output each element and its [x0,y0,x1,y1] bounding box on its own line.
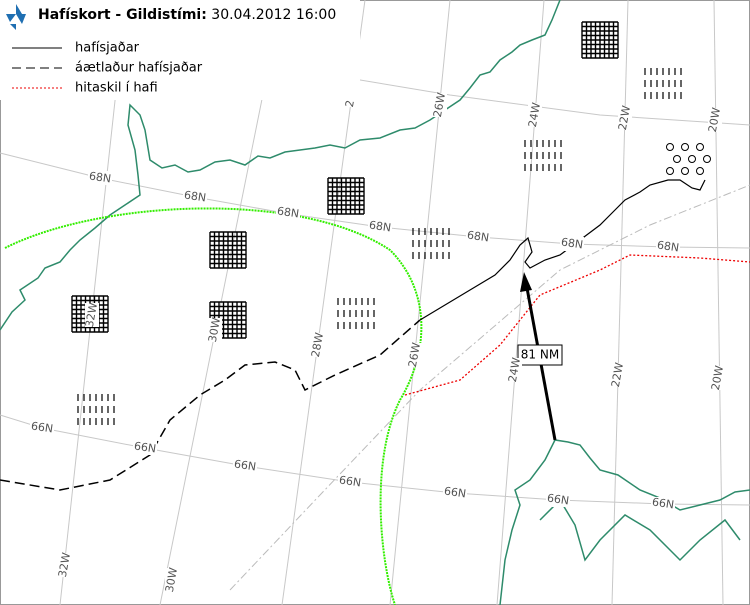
header-title: Hafískort - Gildistími: [38,7,207,23]
longitude-label: 24W [506,356,523,383]
label-bg [443,486,467,500]
dash-dot-line [229,184,750,591]
label-bg [433,93,447,117]
legend-label: hitaskil í hafi [75,81,158,96]
label-bg [408,343,422,367]
valid-time: 30.04.2012 16:00 [211,7,336,23]
longitude-label: 20W [709,364,726,391]
longitude-label: 24W [526,101,543,128]
floe-circle [681,167,689,175]
label-bg [618,106,632,130]
label-bg [88,171,112,185]
label-bg [466,230,490,244]
label-bg [133,441,157,455]
label-bg [651,497,675,511]
latitude-label: 68N [183,189,207,205]
floe-circle [696,167,704,175]
label-bg [233,459,257,473]
floe-circle [673,155,681,163]
label-bg [311,333,325,357]
ice-edge-green [4,207,423,605]
parallel [299,69,750,126]
label-bg [611,363,625,387]
latitude-label: 68N [368,219,392,235]
label-bg [560,237,584,251]
logo [6,4,26,30]
meridian [713,0,724,605]
coastline-iceland [499,439,750,605]
label-bg [183,190,207,204]
latitude-label: 66N [133,440,157,456]
floe-circle [666,143,674,151]
floe-circle [688,155,696,163]
latitude-label: 66N [651,496,675,512]
arrow-head [520,272,532,292]
distance-label: 81 NM [521,348,559,362]
latitude-label: 68N [560,236,584,252]
longitude-label: 30W [206,316,223,343]
label-bg [338,475,362,489]
label-bg [708,108,722,132]
latitude-label: 68N [88,170,112,186]
ocean-front [404,254,750,396]
latitude-label: 66N [233,458,257,474]
label-bg [30,421,54,435]
floe-circle [696,143,704,151]
longitude-label: 22W [616,104,633,131]
longitude-label: 20W [706,106,723,133]
longitude-label: 22W [609,361,626,388]
latitude-label: 66N [338,474,362,490]
header-panel [0,0,360,100]
floe-circle [666,167,674,175]
floe-circle [681,143,689,151]
label-bg [85,303,99,327]
estimated-ice-edge [0,319,421,491]
longitude-label: 30W [163,566,180,593]
meridian [496,0,545,605]
label-bg [711,366,725,390]
label-bg [208,318,222,342]
latitude-label: 66N [30,420,54,436]
ice-symbols [71,21,711,425]
longitude-label: 28W [309,331,326,358]
longitude-label: 26W [431,91,448,118]
longitude-label: 26W [406,341,423,368]
label-bg [508,358,522,382]
floe-circle [703,155,711,163]
latitude-label: 66N [443,485,467,501]
longitude-label: 32W [56,551,73,578]
latitude-label: 68N [656,239,680,255]
label-bg [546,493,570,507]
label-bg [528,103,542,127]
latitude-label: 68N [466,229,490,245]
label-bg [276,206,300,220]
legend-label: hafísjaðar [75,41,140,56]
label-bg [58,553,72,577]
meridian [59,0,127,605]
legend-label: áætlaður hafísjaðar [75,61,203,76]
label-bg [656,240,680,254]
latitude-label: 66N [546,492,570,508]
latitude-label: 68N [276,205,300,221]
coastline-greenland [0,0,561,331]
header: Hafískort - Gildistími: 30.04.2012 16:00 [38,7,336,23]
label-bg [368,220,392,234]
label-bg [165,568,179,592]
distance-box [517,344,563,366]
meridian [611,0,629,605]
longitude-label: 32W [83,301,100,328]
